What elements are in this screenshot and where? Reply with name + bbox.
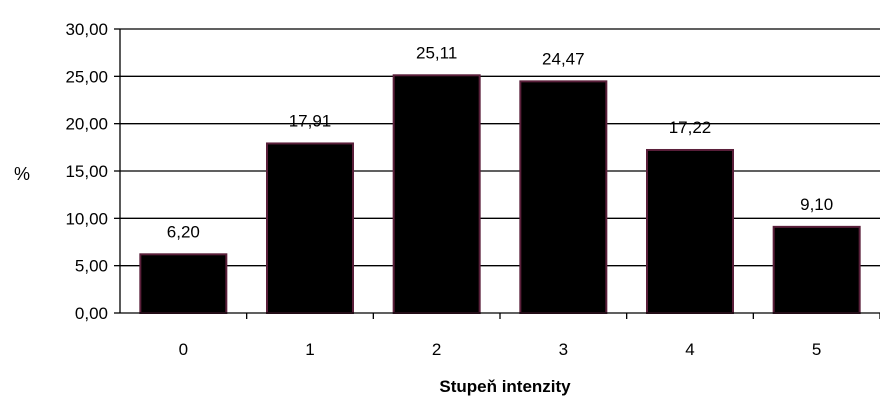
- x-axis-title: Stupeň intenzity: [439, 377, 571, 396]
- x-tick-label: 0: [179, 340, 188, 359]
- data-labels: 6,20 17,91 25,11 24,47 17,22 9,10: [167, 43, 833, 241]
- y-tick-label: 15,00: [65, 162, 108, 181]
- y-tick-label: 5,00: [75, 257, 108, 276]
- axes: [114, 28, 880, 319]
- y-tick-label: 0,00: [75, 304, 108, 323]
- x-tick-label: 2: [432, 340, 441, 359]
- data-label: 6,20: [167, 222, 200, 241]
- bar-3: [519, 80, 608, 315]
- data-label: 25,11: [416, 43, 457, 62]
- data-label: 9,10: [800, 195, 833, 214]
- bar-4: [646, 148, 734, 314]
- y-tick-label: 30,00: [65, 20, 108, 39]
- bar-2: [392, 74, 481, 314]
- data-label: 17,91: [289, 111, 332, 130]
- bars: [139, 74, 861, 315]
- x-tick-label: 4: [685, 340, 694, 359]
- y-axis-title: %: [14, 164, 30, 184]
- bar-0: [139, 253, 228, 315]
- y-tick-labels: 0,00 5,00 10,00 15,00 20,00 25,00 30,00: [65, 20, 108, 323]
- x-tick-label: 1: [305, 340, 314, 359]
- y-tick-label: 20,00: [65, 115, 108, 134]
- data-label: 17,22: [669, 118, 712, 137]
- y-tick-label: 25,00: [65, 67, 108, 86]
- x-tick-label: 5: [812, 340, 821, 359]
- data-label: 24,47: [542, 49, 585, 68]
- x-tick-label: 3: [559, 340, 568, 359]
- gridlines: [120, 28, 880, 267]
- x-tick-labels: 0 1 2 3 4 5: [179, 340, 822, 359]
- y-tick-label: 10,00: [65, 209, 108, 228]
- bar-5: [772, 225, 861, 314]
- bar-1: [266, 142, 354, 314]
